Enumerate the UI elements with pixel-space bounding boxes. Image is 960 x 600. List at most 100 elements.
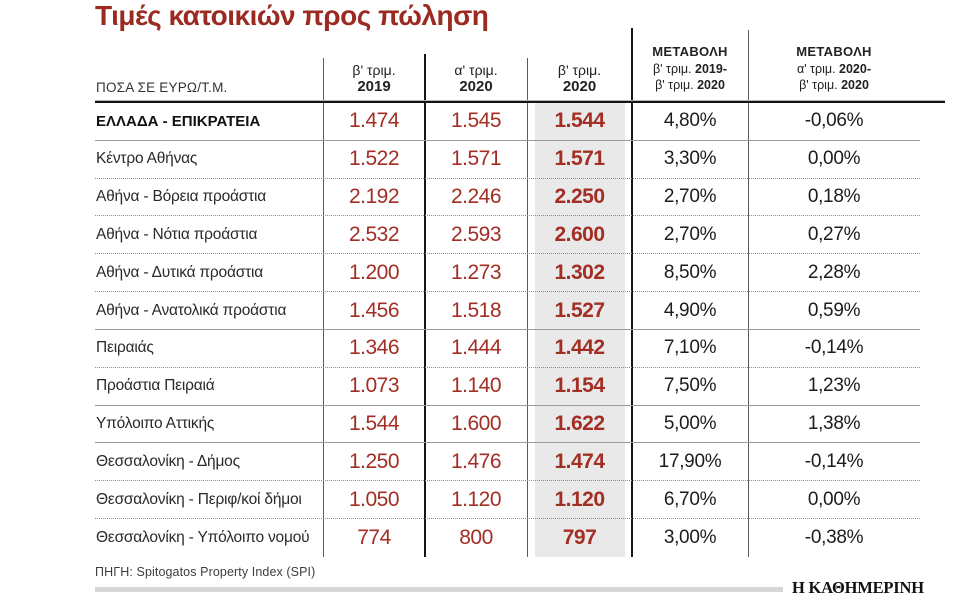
value-q1-2020: 800 — [459, 526, 493, 550]
change-qoq: 2,28% — [807, 261, 861, 283]
value-q2-2020: 1.527 — [554, 298, 605, 322]
value-q2-2020: 1.442 — [554, 336, 605, 360]
column-divider-thick — [424, 54, 426, 557]
value-q2-2019: 1.346 — [348, 336, 400, 360]
change-yoy: 5,00% — [663, 413, 717, 435]
col-header-q2-2020: β' τριμ. 2020 — [557, 61, 602, 95]
value-q2-2019: 1.050 — [348, 487, 400, 511]
table-row: Θεσσαλονίκη - Δήμος 1.250 1.476 1.474 17… — [95, 443, 920, 482]
column-divider-thick — [631, 28, 633, 557]
region-label: Αθήνα - Ανατολικά προάστια — [96, 301, 287, 319]
change-yoy: 3,30% — [663, 148, 717, 170]
value-q1-2020: 1.444 — [450, 336, 502, 360]
col-header-q1-2020: α' τριμ. 2020 — [454, 61, 498, 95]
value-q1-2020: 2.593 — [450, 222, 502, 246]
change-qoq: 1,23% — [807, 375, 861, 397]
table-row: Αθήνα - Δυτικά προάστια 1.200 1.273 1.30… — [95, 254, 920, 293]
value-q2-2019: 774 — [357, 526, 391, 550]
change-yoy: 6,70% — [663, 488, 717, 510]
change-yoy: 4,90% — [663, 299, 717, 321]
value-q2-2019: 1.073 — [348, 374, 400, 398]
table-row: Αθήνα - Νότια προάστια 2.532 2.593 2.600… — [95, 216, 920, 255]
change-qoq: 0,27% — [807, 223, 861, 245]
change-qoq: 1,38% — [807, 413, 861, 435]
change-yoy: 2,70% — [663, 223, 717, 245]
table-row: ΕΛΛΑΔΑ - ΕΠΙΚΡΑΤΕΙΑ 1.474 1.545 1.544 4,… — [95, 103, 920, 141]
region-label: Υπόλοιπο Αττικής — [96, 415, 215, 433]
table-row: Κέντρο Αθήνας 1.522 1.571 1.571 3,30% 0,… — [95, 141, 920, 179]
change-qoq: -0,14% — [804, 337, 864, 359]
brand-bar — [95, 587, 783, 592]
change-qoq: -0,06% — [804, 110, 864, 132]
value-q2-2020: 1.120 — [554, 487, 605, 511]
change-yoy: 4,80% — [663, 110, 717, 132]
value-q2-2019: 1.544 — [348, 412, 400, 436]
page-title: Τιμές κατοικιών προς πώληση — [95, 0, 489, 31]
region-label: Αθήνα - Δυτικά προάστια — [96, 263, 264, 281]
change-qoq: -0,14% — [804, 450, 864, 472]
column-divider — [748, 30, 749, 557]
change-yoy: 17,90% — [658, 450, 722, 472]
table-row: Πειραιάς 1.346 1.444 1.442 7,10% -0,14% — [95, 330, 920, 368]
value-q2-2019: 1.474 — [348, 109, 400, 133]
value-q1-2020: 1.476 — [450, 449, 502, 473]
change-yoy: 8,50% — [663, 261, 717, 283]
change-qoq: 0,00% — [807, 488, 861, 510]
table-row: Θεσσαλονίκη - Υπόλοιπο νομού 774 800 797… — [95, 519, 920, 557]
region-label: ΕΛΛΑΔΑ - ΕΠΙΚΡΑΤΕΙΑ — [96, 112, 261, 130]
col-header-q2-2019: β' τριμ. 2019 — [352, 61, 396, 95]
value-q1-2020: 2.246 — [450, 185, 502, 209]
table-row: Προάστια Πειραιά 1.073 1.140 1.154 7,50%… — [95, 368, 920, 406]
table-row: Αθήνα - Βόρεια προάστια 2.192 2.246 2.25… — [95, 179, 920, 217]
col-header-change-yoy: ΜΕΤΑΒΟΛΗ β' τριμ. 2019- β' τριμ. 2020 — [652, 43, 728, 92]
value-q2-2020: 1.544 — [554, 109, 605, 133]
value-q2-2020: 797 — [562, 526, 597, 550]
unit-label: ΠΟΣΑ ΣΕ ΕΥΡΩ/Τ.Μ. — [96, 80, 228, 95]
value-q2-2019: 2.192 — [348, 185, 400, 209]
value-q1-2020: 1.571 — [450, 147, 502, 171]
value-q2-2020: 1.302 — [554, 260, 605, 284]
value-q2-2020: 2.250 — [554, 185, 605, 209]
column-divider — [323, 58, 324, 557]
value-q1-2020: 1.600 — [450, 412, 502, 436]
table-row: Αθήνα - Ανατολικά προάστια 1.456 1.518 1… — [95, 292, 920, 330]
value-q2-2020: 1.474 — [554, 449, 605, 473]
region-label: Θεσσαλονίκη - Περιφ/κοί δήμοι — [96, 490, 302, 508]
value-q2-2019: 1.250 — [348, 449, 400, 473]
change-qoq: 0,18% — [807, 186, 861, 208]
value-q2-2019: 1.522 — [348, 147, 400, 171]
change-qoq: 0,59% — [807, 299, 861, 321]
source-note: ΠΗΓΗ: Spitogatos Property Index (SPI) — [95, 565, 316, 579]
value-q2-2020: 2.600 — [554, 222, 605, 246]
change-qoq: -0,38% — [804, 527, 864, 549]
change-yoy: 7,50% — [663, 375, 717, 397]
region-label: Πειραιάς — [96, 339, 154, 357]
region-label: Θεσσαλονίκη - Υπόλοιπο νομού — [96, 529, 310, 547]
change-yoy: 2,70% — [663, 186, 717, 208]
value-q2-2019: 1.200 — [348, 260, 400, 284]
col-header-change-qoq: ΜΕΤΑΒΟΛΗ α' τριμ. 2020- β' τριμ. 2020 — [796, 43, 872, 92]
region-label: Προάστια Πειραιά — [96, 377, 215, 395]
value-q2-2019: 1.456 — [348, 298, 400, 322]
table-row: Υπόλοιπο Αττικής 1.544 1.600 1.622 5,00%… — [95, 406, 920, 444]
table-header: ΠΟΣΑ ΣΕ ΕΥΡΩ/Τ.Μ. β' τριμ. 2019 α' τριμ.… — [95, 28, 920, 103]
region-label: Κέντρο Αθήνας — [96, 150, 198, 168]
column-divider — [527, 58, 528, 557]
region-label: Αθήνα - Βόρεια προάστια — [96, 188, 267, 206]
value-q1-2020: 1.140 — [450, 374, 502, 398]
value-q2-2020: 1.154 — [554, 374, 605, 398]
region-label: Αθήνα - Νότια προάστια — [96, 225, 258, 243]
change-yoy: 7,10% — [663, 337, 717, 359]
value-q2-2019: 2.532 — [348, 222, 400, 246]
value-q1-2020: 1.545 — [450, 109, 502, 133]
newspaper-brand: Η ΚΑΘΗΜΕΡΙΝΗ — [792, 578, 924, 597]
region-label: Θεσσαλονίκη - Δήμος — [96, 452, 240, 470]
value-q1-2020: 1.120 — [450, 487, 502, 511]
value-q1-2020: 1.273 — [450, 260, 502, 284]
value-q2-2020: 1.571 — [554, 147, 605, 171]
change-yoy: 3,00% — [663, 527, 717, 549]
header-rule — [95, 100, 945, 103]
table-row: Θεσσαλονίκη - Περιφ/κοί δήμοι 1.050 1.12… — [95, 481, 920, 520]
highlight-band — [535, 103, 625, 557]
value-q2-2020: 1.622 — [554, 412, 605, 436]
